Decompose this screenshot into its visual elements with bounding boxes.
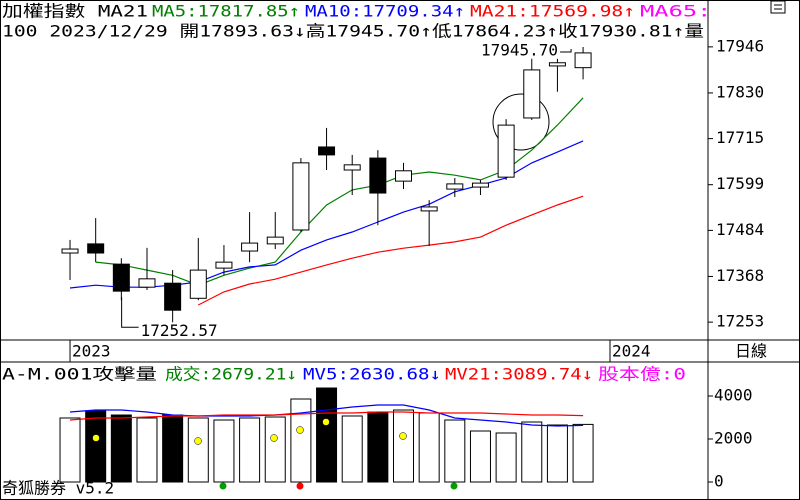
header-segment: MA21:17569.98↑: [470, 2, 635, 21]
candle-body: [189, 269, 207, 299]
volume-bar: [469, 430, 491, 483]
candle-body: [292, 162, 310, 231]
candle-body: [61, 248, 79, 254]
moving-average-line: [69, 140, 584, 289]
annotation-leader: [121, 297, 139, 328]
y-tick-label: 2000: [714, 428, 753, 447]
candle-body: [548, 62, 566, 67]
volume-header-segment: 成交:2679.21↓: [165, 365, 297, 384]
signal-dot: [296, 482, 304, 490]
header-segment: MA5:17817.85↑: [152, 2, 300, 21]
candle-body: [343, 164, 361, 171]
volume-bar: [239, 417, 261, 483]
volume-bar: [521, 421, 543, 483]
header-quote: 100 2023/12/29 開17893.63↓高17945.70↑低1786…: [2, 22, 704, 41]
volume-bar: [341, 415, 363, 483]
candle-body: [523, 69, 541, 119]
volume-bar: [136, 417, 158, 483]
annotation-leader: [560, 48, 572, 53]
annotation-label: 17945.70: [481, 40, 558, 59]
header-segment: MA65:16: [640, 2, 740, 21]
y-tick-label: 17946: [716, 36, 764, 55]
period-label[interactable]: 日線: [735, 342, 767, 361]
candle-body: [241, 242, 259, 252]
volume-header-segment: A-M.001攻擊量: [2, 365, 157, 384]
signal-dot: [270, 434, 278, 442]
x-tick-label: 2023: [72, 342, 111, 361]
volume-header-segment: MV5:2630.68↓: [303, 365, 441, 384]
candle-body: [138, 278, 156, 288]
candle-body: [215, 261, 233, 269]
signal-dots: [92, 418, 458, 490]
volume-bar: [393, 409, 415, 483]
volume-bar: [162, 414, 184, 483]
moving-average-line: [69, 404, 584, 427]
signal-dot: [219, 482, 227, 490]
volume-bar: [316, 387, 338, 483]
volume-bar: [546, 424, 568, 483]
candle-body: [112, 263, 130, 292]
y-tick-label: 17830: [716, 82, 764, 101]
candle-body: [369, 157, 387, 194]
signal-dot: [322, 418, 330, 426]
volume-bar: [418, 412, 440, 483]
signal-dot: [296, 426, 304, 434]
annotation-label: 17252.57: [141, 321, 218, 340]
y-tick-label: 17253: [716, 312, 764, 331]
candle-body: [266, 236, 284, 245]
volume-bar: [213, 419, 235, 483]
candle-body: [395, 170, 413, 182]
volume-bar: [572, 423, 594, 483]
candle-body: [471, 182, 489, 188]
signal-dot: [399, 432, 407, 440]
volume-bar: [187, 417, 209, 483]
y-tick-label: 4000: [714, 385, 753, 404]
candle-body: [318, 146, 336, 156]
header-segment: MA10:17709.34↑: [305, 2, 465, 21]
highlight-circle: [492, 93, 550, 151]
volume-bar: [85, 410, 107, 483]
software-label: 奇狐勝券 v5.2: [2, 479, 114, 498]
candle-body: [574, 52, 592, 69]
signal-dot: [92, 434, 100, 442]
y-tick-label: 17715: [716, 128, 764, 147]
volume-bar: [367, 411, 389, 483]
candle-body: [420, 206, 438, 212]
y-tick-label: 17368: [716, 266, 764, 285]
volume-bar: [290, 398, 312, 483]
x-tick-label: 2024: [612, 342, 651, 361]
moving-average-line: [69, 411, 584, 421]
volume-bar: [110, 414, 132, 483]
volume-bar: [444, 419, 466, 483]
window-button[interactable]: [770, 0, 786, 14]
volume-header-segment: 股本億:0: [598, 365, 686, 384]
header: 加權指數 MA21 MA5:17817.85↑ MA10:17709.34↑ MA21…: [2, 2, 740, 21]
moving-average-line: [198, 195, 584, 306]
volume-header-segment: MV21:3089.74↓: [445, 365, 593, 384]
signal-dot: [450, 482, 458, 490]
candle-body: [164, 282, 182, 311]
candle-body: [87, 243, 105, 254]
header-segment: 加權指數 MA21: [2, 2, 148, 21]
volume-bar: [59, 417, 81, 483]
candle-body: [497, 124, 515, 178]
signal-dot: [194, 437, 202, 445]
candle-body: [446, 183, 464, 190]
y-tick-label: 0: [714, 472, 724, 491]
volume-bar: [495, 432, 517, 483]
y-tick-label: 17484: [716, 220, 764, 239]
volume-bar: [264, 416, 286, 483]
y-tick-label: 17599: [716, 174, 764, 193]
